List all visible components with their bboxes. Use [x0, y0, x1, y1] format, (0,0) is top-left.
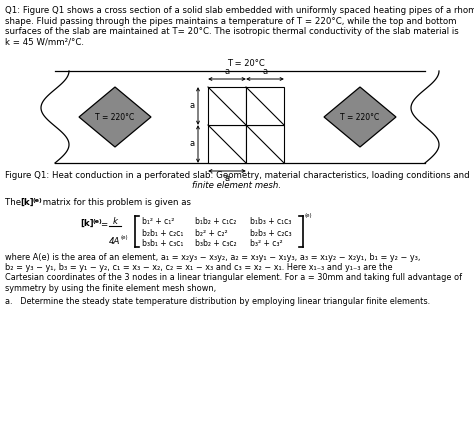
Text: k: k — [112, 216, 118, 226]
Polygon shape — [79, 87, 151, 147]
Text: (e): (e) — [305, 213, 313, 218]
Bar — [208, 125, 246, 163]
Text: b₂b₃ + c₂c₃: b₂b₃ + c₂c₃ — [250, 229, 292, 237]
Bar — [208, 87, 246, 125]
Text: T = 220°C: T = 220°C — [340, 112, 380, 122]
Text: [k]: [k] — [80, 218, 94, 227]
Text: Figure Q1: Heat conduction in a perforated slab: Geometry, material characterist: Figure Q1: Heat conduction in a perforat… — [5, 171, 469, 180]
Text: shape. Fluid passing through the pipes maintains a temperature of T = 220°C, whi: shape. Fluid passing through the pipes m… — [5, 16, 456, 26]
Text: (e): (e) — [93, 218, 103, 224]
Text: where A(e) is the area of an element, a₁ = x₂y₃ − x₃y₂, a₂ = x₃y₁ − x₁y₃, a₃ = x: where A(e) is the area of an element, a₁… — [5, 253, 420, 261]
Text: a: a — [263, 67, 267, 76]
Text: b₃² + c₃²: b₃² + c₃² — [250, 240, 283, 248]
Text: b₁² + c₁²: b₁² + c₁² — [142, 218, 174, 226]
Text: b₃b₁ + c₃c₁: b₃b₁ + c₃c₁ — [142, 240, 183, 248]
Text: a: a — [190, 101, 195, 110]
Text: The: The — [5, 198, 24, 207]
Text: (e): (e) — [121, 234, 128, 240]
Text: symmetry by using the finite element mesh shown,: symmetry by using the finite element mes… — [5, 284, 216, 293]
Text: b₃b₂ + c₃c₂: b₃b₂ + c₃c₂ — [195, 240, 237, 248]
Text: Q1: Figure Q1 shows a cross section of a solid slab embedded with uniformly spac: Q1: Figure Q1 shows a cross section of a… — [5, 6, 474, 15]
Text: 4A: 4A — [109, 237, 120, 245]
Text: finite element mesh.: finite element mesh. — [192, 181, 282, 190]
Text: a: a — [224, 67, 229, 76]
Text: a: a — [224, 174, 229, 183]
Text: surfaces of the slab are maintained at T= 20°C. The isotropic thermal conductivi: surfaces of the slab are maintained at T… — [5, 27, 459, 36]
Text: T = 20°C: T = 20°C — [227, 59, 265, 68]
Text: b₂b₁ + c₂c₁: b₂b₁ + c₂c₁ — [142, 229, 183, 237]
Text: (e): (e) — [33, 198, 43, 203]
Text: b₁b₂ + c₁c₂: b₁b₂ + c₁c₂ — [195, 218, 237, 226]
Bar — [246, 87, 284, 125]
Text: matrix for this problem is given as: matrix for this problem is given as — [40, 198, 191, 207]
Text: b₂ = y₃ − y₁, b₃ = y₁ − y₂, c₁ = x₃ − x₂, c₂ = x₁ − x₃ and c₃ = x₂ − x₁. Here x₁: b₂ = y₃ − y₁, b₃ = y₁ − y₂, c₁ = x₃ − x₂… — [5, 263, 392, 272]
Text: [k]: [k] — [20, 198, 34, 207]
Text: T = 220°C: T = 220°C — [95, 112, 135, 122]
Text: k = 45 W/mm²/°C.: k = 45 W/mm²/°C. — [5, 37, 84, 46]
Text: Cartesian coordinates of the 3 nodes in a linear triangular element. For a = 30m: Cartesian coordinates of the 3 nodes in … — [5, 274, 462, 282]
Text: a: a — [190, 139, 195, 149]
Bar — [55, 71, 425, 163]
Text: =: = — [100, 221, 107, 229]
Polygon shape — [324, 87, 396, 147]
Text: b₁b₃ + c₁c₃: b₁b₃ + c₁c₃ — [250, 218, 292, 226]
Text: b₂² + c₂²: b₂² + c₂² — [195, 229, 228, 237]
Text: a.   Determine the steady state temperature distribution by employing linear tri: a. Determine the steady state temperatur… — [5, 296, 430, 306]
Bar — [246, 125, 284, 163]
